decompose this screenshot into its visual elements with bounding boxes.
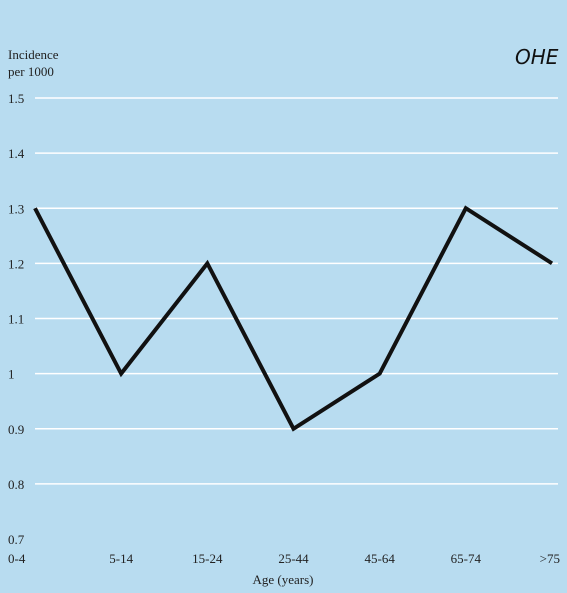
x-axis-title: Age (years)	[253, 572, 314, 587]
y-axis-title-line-2: per 1000	[8, 64, 54, 79]
y-tick-labels: 0.7 0.8 0.9 1 1.1 1.2 1.3 1.4 1.5	[8, 91, 25, 547]
y-axis-title-line-1: Incidence	[8, 47, 59, 62]
x-tick-labels: 0-4 5-14 15-24 25-44 45-64 65-74 >75	[8, 551, 560, 566]
x-tick-label: 45-64	[364, 551, 395, 566]
y-tick-label: 1.1	[8, 312, 24, 327]
x-tick-label: 65-74	[451, 551, 482, 566]
y-tick-label: 1.5	[8, 91, 24, 106]
y-tick-label: 0.7	[8, 532, 25, 547]
logo-text: OHE	[515, 45, 559, 69]
y-tick-label: 1.3	[8, 201, 24, 216]
ohe-logo: OHE	[515, 45, 559, 69]
y-tick-label: 1.2	[8, 256, 24, 271]
y-tick-label: 0.8	[8, 477, 24, 492]
x-tick-label: 5-14	[109, 551, 133, 566]
x-tick-label: 25-44	[278, 551, 309, 566]
x-tick-label: >75	[540, 551, 560, 566]
series-layer	[33, 205, 554, 432]
y-tick-label: 0.9	[8, 422, 24, 437]
y-tick-label: 1	[8, 367, 15, 382]
x-tick-label: 15-24	[192, 551, 223, 566]
x-tick-label: 0-4	[8, 551, 26, 566]
y-tick-label: 1.4	[8, 146, 25, 161]
